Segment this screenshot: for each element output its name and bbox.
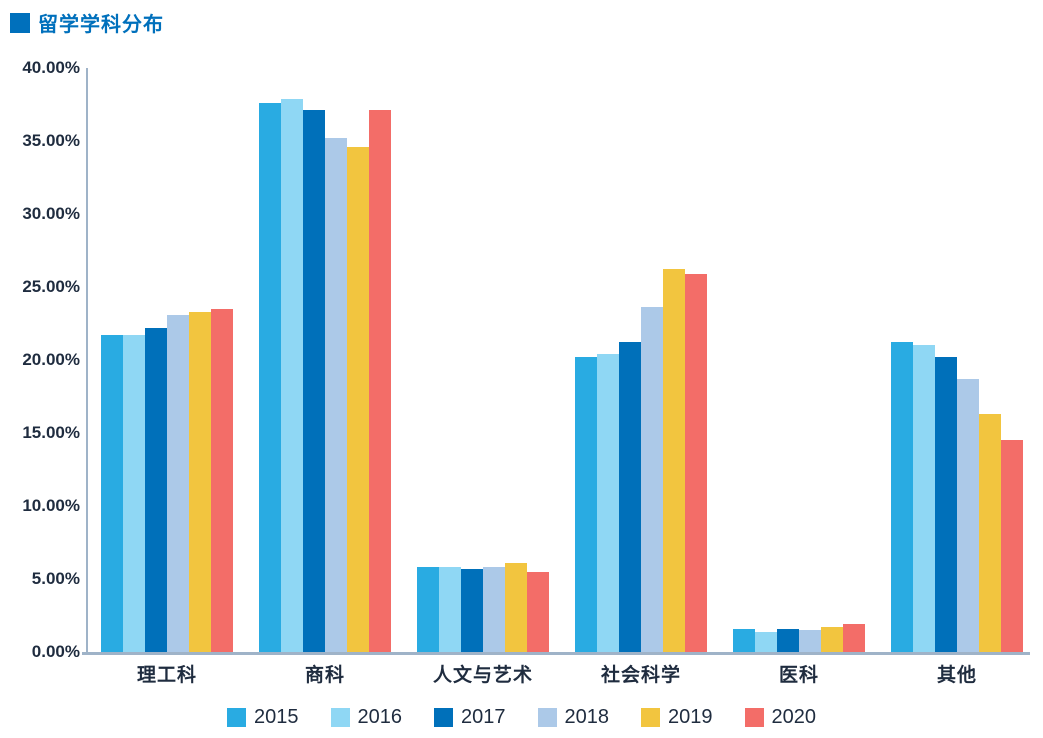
y-tick-label: 5.00% (31, 569, 80, 588)
plot-area (82, 68, 1036, 655)
legend-label: 2016 (357, 706, 403, 728)
bar-2020-其他 (1001, 440, 1023, 652)
bar-2019-社会科学 (663, 269, 685, 652)
legend: 2015 2016 2017 2018 2019 2020 (0, 706, 1043, 729)
y-tick-label: 0.00% (31, 642, 80, 661)
bar-2016-人文与艺术 (439, 567, 461, 652)
bar-2015-人文与艺术 (417, 567, 439, 652)
bar-2015-社会科学 (575, 357, 597, 652)
y-axis-line (86, 68, 88, 654)
x-axis-labels: 理工科 商科 人文与艺术 社会科学 医科 其他 (88, 660, 1036, 686)
bar-2015-医科 (733, 628, 755, 652)
bar-2015-其他 (891, 342, 913, 652)
legend-item-2017: 2017 (434, 706, 506, 729)
bar-2015-理工科 (101, 335, 123, 652)
x-category-label: 社会科学 (600, 665, 681, 686)
legend-swatch-icon (330, 708, 350, 727)
legend-swatch-icon (641, 708, 660, 727)
legend-swatch-icon (537, 708, 557, 727)
y-tick-label: 20.00% (22, 350, 80, 369)
bar-2019-理工科 (189, 311, 211, 652)
legend-label: 2020 (771, 706, 817, 728)
bar-2018-商科 (325, 138, 347, 652)
bar-2020-人文与艺术 (527, 571, 549, 652)
chart-title: 留学学科分布 (38, 14, 164, 36)
bar-2016-理工科 (123, 335, 145, 652)
bar-2017-理工科 (145, 327, 167, 652)
bar-2019-人文与艺术 (505, 562, 527, 652)
bar-2016-社会科学 (597, 354, 619, 652)
x-category-label: 商科 (304, 665, 345, 686)
bar-2020-商科 (369, 110, 391, 652)
bar-2018-其他 (957, 378, 979, 652)
bar-2016-医科 (755, 631, 777, 652)
x-category-label: 理工科 (136, 665, 197, 686)
bar-2018-人文与艺术 (483, 567, 505, 652)
legend-swatch-icon (227, 708, 246, 727)
bar-2017-其他 (935, 357, 957, 652)
y-axis: 0.00% 5.00% 10.00% 15.00% 20.00% 25.00% 30.00%… (0, 59, 80, 661)
y-tick-label: 40.00% (22, 58, 80, 77)
bar-2017-商科 (303, 110, 325, 652)
bar-2017-医科 (777, 628, 799, 652)
legend-item-2016: 2016 (330, 706, 403, 729)
legend-label: 2017 (461, 706, 506, 728)
bar-2020-医科 (843, 624, 865, 652)
bar-2018-医科 (799, 630, 821, 652)
y-tick-label: 15.00% (22, 423, 80, 442)
bar-2018-社会科学 (641, 307, 663, 652)
y-tick-label: 30.00% (22, 204, 80, 223)
legend-label: 2015 (254, 706, 299, 728)
y-tick-label: 25.00% (22, 277, 80, 296)
x-category-label: 其他 (936, 665, 977, 686)
x-axis-line (82, 652, 1030, 655)
bar-2017-社会科学 (619, 342, 641, 652)
legend-label: 2018 (564, 706, 610, 728)
legend-swatch-icon (744, 708, 764, 727)
bar-2017-人文与艺术 (461, 568, 483, 652)
bar-2020-社会科学 (685, 273, 707, 652)
bar-2019-医科 (821, 627, 843, 652)
y-tick-label: 10.00% (22, 496, 80, 515)
title-bullet-square-icon (10, 12, 30, 33)
legend-label: 2019 (668, 706, 713, 728)
bar-2016-商科 (281, 98, 303, 652)
chart-title-block: 留学学科分布 (10, 8, 164, 37)
legend-swatch-icon (434, 708, 453, 727)
legend-item-2020: 2020 (744, 706, 817, 729)
bar-2018-理工科 (167, 314, 189, 652)
bar-2015-商科 (259, 103, 281, 652)
bar-2020-理工科 (211, 308, 233, 652)
legend-item-2018: 2018 (537, 706, 610, 729)
bar-2019-其他 (979, 414, 1001, 652)
legend-item-2019: 2019 (641, 706, 713, 729)
bar-2016-其他 (913, 345, 935, 652)
y-tick-label: 35.00% (22, 131, 80, 150)
x-category-label: 人文与艺术 (432, 665, 533, 686)
bar-2019-商科 (347, 146, 369, 652)
legend-item-2015: 2015 (227, 706, 299, 729)
x-category-label: 医科 (778, 665, 819, 686)
